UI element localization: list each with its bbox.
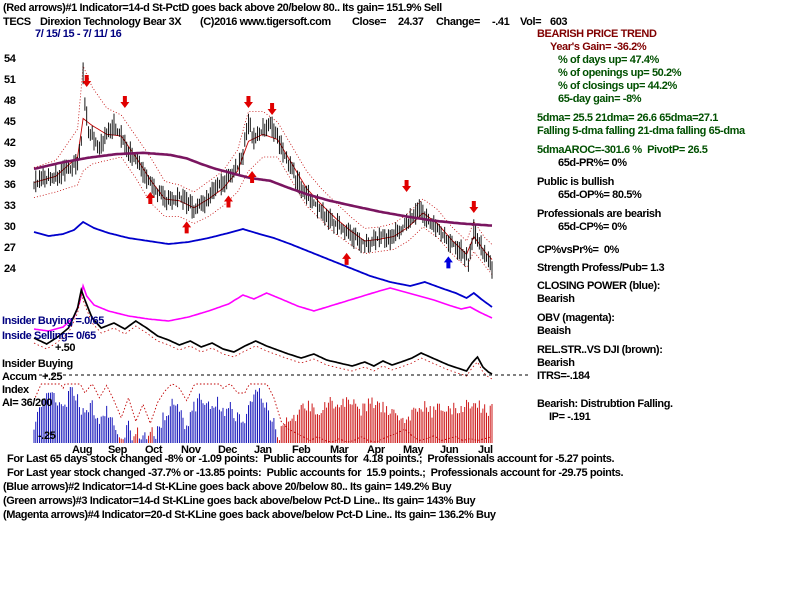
- price-axis-tick: 33: [4, 200, 16, 212]
- footer-line: For Last 65 days stock changed -8% or -1…: [7, 453, 615, 465]
- sell-arrow-icon: [267, 103, 277, 115]
- month-label: Feb: [292, 444, 311, 456]
- month-label: Sep: [108, 444, 127, 456]
- month-label: Aug: [72, 444, 93, 456]
- price-axis-tick: 48: [4, 95, 16, 107]
- left-side-label: Insider Buying: [2, 358, 73, 370]
- lower-band-line: [33, 156, 493, 275]
- right-panel-line: BEARISH PRICE TREND: [537, 28, 657, 40]
- right-panel-line: Bearish: [537, 293, 575, 305]
- buy-arrow-icon: [145, 192, 155, 204]
- right-panel-line: 65d-OP%= 80.5%: [558, 189, 642, 201]
- price-axis-tick: 36: [4, 179, 16, 191]
- sell-arrow-icon: [402, 180, 412, 192]
- month-label: Mar: [330, 444, 349, 456]
- month-label: Jul: [478, 444, 493, 456]
- sell-arrow-icon: [469, 201, 479, 213]
- change-value: -.41: [492, 16, 510, 28]
- security-name: Direxion Technology Bear 3X: [40, 16, 182, 28]
- right-panel-line: 65-day gain= -8%: [558, 93, 642, 105]
- right-panel-line: 65d-CP%= 0%: [558, 221, 627, 233]
- right-panel-line: Professionals are bearish: [537, 208, 661, 220]
- month-label: Jun: [440, 444, 459, 456]
- right-panel-line: Beaish: [537, 325, 571, 337]
- price-axis-tick: 24: [4, 263, 16, 275]
- month-label: Apr: [367, 444, 385, 456]
- left-side-label: -.25: [38, 430, 56, 442]
- buy-arrow-icon: [247, 171, 257, 183]
- price-axis-tick: 30: [4, 221, 16, 233]
- left-side-label: Inside Selling= 0/65: [2, 330, 96, 342]
- relative-strength-dotted-line: [33, 293, 493, 380]
- right-panel-line: % of openings up= 50.2%: [558, 67, 682, 79]
- month-label: Dec: [218, 444, 237, 456]
- left-side-label: AI= 36/200: [2, 397, 53, 409]
- right-panel-line: Bearish: Distrubtion Falling.: [537, 398, 673, 410]
- price-axis-tick: 27: [4, 242, 16, 254]
- indicator1-summary: (Red arrows)#1 Indicator=14-d St-PctD go…: [3, 2, 442, 14]
- ticker-symbol: TECS: [3, 16, 31, 28]
- right-panel-line: Falling 5-dma falling 21-dma falling 65-…: [537, 125, 745, 137]
- left-side-label: Insider Buying =.0/65: [2, 315, 104, 327]
- right-panel-line: CLOSING POWER (blue):: [537, 280, 660, 292]
- left-side-label: +.50: [55, 342, 76, 354]
- closing-power-line: [33, 220, 493, 308]
- left-side-label: Index: [2, 384, 29, 396]
- buy-arrow-icon: [223, 195, 233, 208]
- right-panel-line: CP%vsPr%= 0%: [537, 244, 619, 256]
- month-label: Oct: [145, 444, 163, 456]
- volume-label: Vol=: [520, 16, 542, 28]
- right-panel-line: % of days up= 47.4%: [558, 54, 659, 66]
- price-axis-tick: 54: [4, 53, 16, 65]
- date-range: 7/ 15/ 15 - 7/ 11/ 16: [35, 28, 122, 40]
- right-panel-line: % of closings up= 44.2%: [558, 80, 677, 92]
- sell-arrow-icon: [120, 96, 130, 108]
- right-panel-line: Bearish: [537, 357, 575, 369]
- right-panel-line: OBV (magenta):: [537, 312, 615, 324]
- sell-arrow-icon: [243, 96, 253, 108]
- change-label: Change=: [436, 16, 480, 28]
- buy-arrow-icon: [342, 252, 352, 265]
- month-label: May: [403, 444, 424, 456]
- price-axis-tick: 45: [4, 116, 16, 128]
- month-label: Nov: [181, 444, 201, 456]
- moving-average-line: [33, 151, 493, 227]
- footer-line: (Blue arrows)#2 Indicator=14-d St-KLine …: [3, 481, 452, 493]
- sell-arrow-icon: [82, 75, 92, 87]
- right-panel-line: Year's Gain= -36.2%: [550, 41, 647, 53]
- relative-strength-line: [33, 286, 493, 375]
- footer-line: (Green arrows)#3 Indicator=14-d St-KLine…: [3, 495, 476, 507]
- close-value: 24.37: [398, 16, 424, 28]
- volume-value: 603: [550, 16, 568, 28]
- right-panel-line: Strength Profess/Pub= 1.3: [537, 262, 665, 274]
- right-panel-line: 65d-PR%= 0%: [558, 157, 627, 169]
- price-axis-tick: 42: [4, 137, 16, 149]
- right-panel-line: ITRS=-.184: [537, 370, 590, 382]
- right-panel-line: REL.STR..VS DJI (brown):: [537, 344, 663, 356]
- buy-arrow-icon: [182, 221, 192, 234]
- footer-line: For Last year stock changed -37.7% or -1…: [7, 467, 624, 479]
- price-axis-tick: 51: [4, 74, 16, 86]
- footer-line: (Magenta arrows)#4 Indicator=20-d St-KLi…: [3, 509, 496, 521]
- price-axis-tick: 39: [4, 158, 16, 170]
- right-panel-line: 5dmaAROC=-301.6 % PivotP= 26.5: [537, 144, 708, 156]
- buy-arrow-icon: [443, 256, 453, 269]
- close-label: Close=: [352, 16, 386, 28]
- obv-line: [33, 283, 493, 332]
- right-panel-line: IP= -.191: [549, 411, 591, 423]
- month-label: Jan: [254, 444, 272, 456]
- copyright-text: (C)2016 www.tigersoft.com: [200, 16, 331, 28]
- right-panel-line: Public is bullish: [537, 176, 614, 188]
- left-side-label: Accum +.25: [2, 371, 63, 383]
- right-panel-line: 5dma= 25.5 21dma= 26.6 65dma=27.1: [537, 112, 718, 124]
